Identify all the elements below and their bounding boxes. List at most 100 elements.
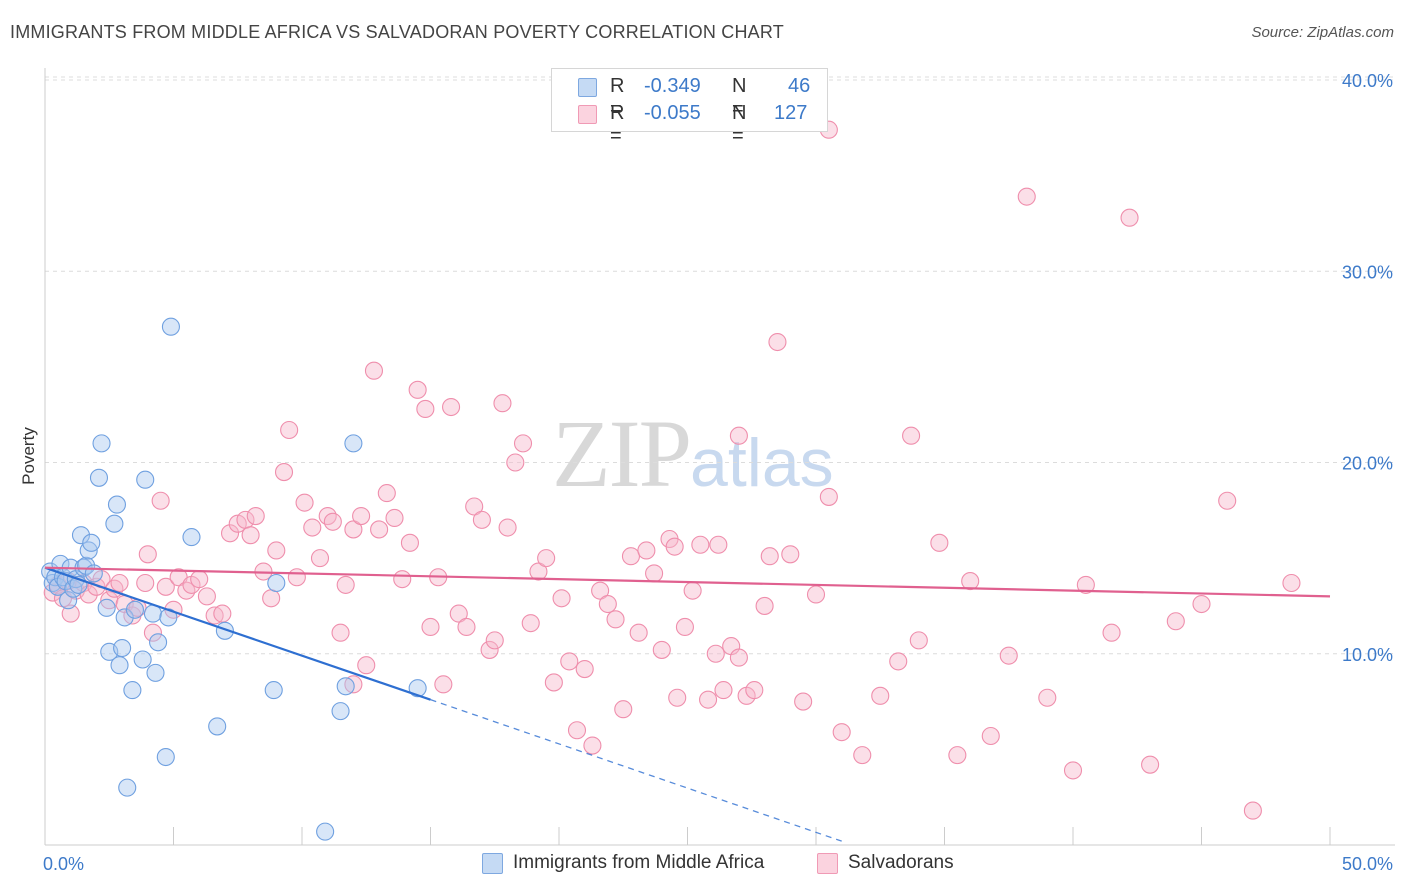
data-point [583,736,602,755]
data-point [948,746,967,765]
source-label: Source: ZipAtlas.com [1251,24,1394,41]
data-point [151,491,170,510]
data-point [961,572,980,591]
data-point [1192,594,1211,614]
data-point [208,717,227,736]
y-tick-label: 40.0% [1342,71,1393,91]
axes [44,68,1395,846]
data-point [493,394,512,413]
data-point [267,541,286,560]
data-point [794,692,813,711]
trend-line-pink [44,566,1331,598]
y-tick-label: 30.0% [1342,262,1393,282]
data-point [529,562,548,581]
data-point [82,533,101,552]
data-point [637,541,656,560]
data-point [110,656,129,675]
data-point [336,575,355,594]
data-point [110,573,129,593]
data-point [442,397,461,417]
data-point [416,399,435,419]
legend-swatch-pink [578,105,597,124]
data-point [1166,612,1185,631]
data-point [485,631,504,650]
data-point [133,650,152,669]
data-point [629,623,648,642]
data-point [498,518,517,537]
data-point [871,686,890,705]
data-point [246,506,265,526]
data-point [1017,187,1036,206]
data-point [853,746,872,765]
data-point [537,549,556,568]
data-point [280,420,299,440]
legend-r-value: -0.349 [644,75,701,97]
data-point [156,747,175,767]
data-point [84,564,103,583]
data-point [652,640,671,659]
bottom-legend-label: Immigrants from Middle Africa [513,852,765,873]
bottom-legend-swatch-pink [817,853,838,874]
data-point [156,577,175,596]
data-point [400,533,419,552]
data-point [97,598,116,617]
data-point [143,623,162,642]
data-point [331,623,350,642]
data-point [614,700,633,719]
data-point [136,470,155,489]
data-point [675,617,694,637]
data-point [1038,688,1057,707]
data-point [323,512,342,531]
data-point [370,520,389,539]
x-tick-label: 50.0% [1342,854,1393,874]
data-point [606,610,625,629]
data-point [344,675,363,694]
data-point [344,434,363,453]
data-point [930,533,949,552]
watermark-zip: ZIP [552,400,692,507]
trend-lines [44,566,1331,842]
data-point [408,679,427,698]
data-point [303,518,322,537]
data-point [287,568,306,587]
watermark: ZIPatlas [552,398,834,509]
data-point [59,591,78,610]
legend-r-label: R = [610,75,625,120]
data-point [575,659,594,679]
data-point [1102,623,1121,642]
data-point [699,690,718,709]
data-point [1141,755,1160,774]
data-point [336,677,355,696]
data-point [205,606,224,625]
data-point [190,570,209,589]
legend-n-label: N = [732,102,747,147]
data-point [92,434,111,453]
legend-swatch-blue [578,78,597,97]
data-point [781,545,800,564]
data-point [220,524,240,543]
data-point [760,547,779,566]
data-point [645,564,664,583]
data-point [729,426,748,445]
y-axis-label: Poverty [19,427,38,485]
data-point [262,589,281,608]
data-point [197,587,216,606]
data-point [393,570,412,589]
bottom-legend-swatch-blue [482,853,503,874]
chart-title: IMMIGRANTS FROM MIDDLE AFRICA VS SALVADO… [10,22,784,42]
trend-line-blue-extension [430,699,842,842]
data-point [521,614,540,633]
data-point [105,514,124,533]
grid-lines [45,76,1395,655]
data-point [1243,801,1262,820]
data-point [544,673,563,692]
data-point [89,468,109,487]
data-point [691,535,710,554]
data-point [316,822,335,841]
data-point [71,526,91,545]
data-point [146,663,165,682]
data-point [118,778,137,797]
watermark-atlas: atlas [690,425,834,501]
data-point [267,573,286,593]
data-point [408,380,427,399]
